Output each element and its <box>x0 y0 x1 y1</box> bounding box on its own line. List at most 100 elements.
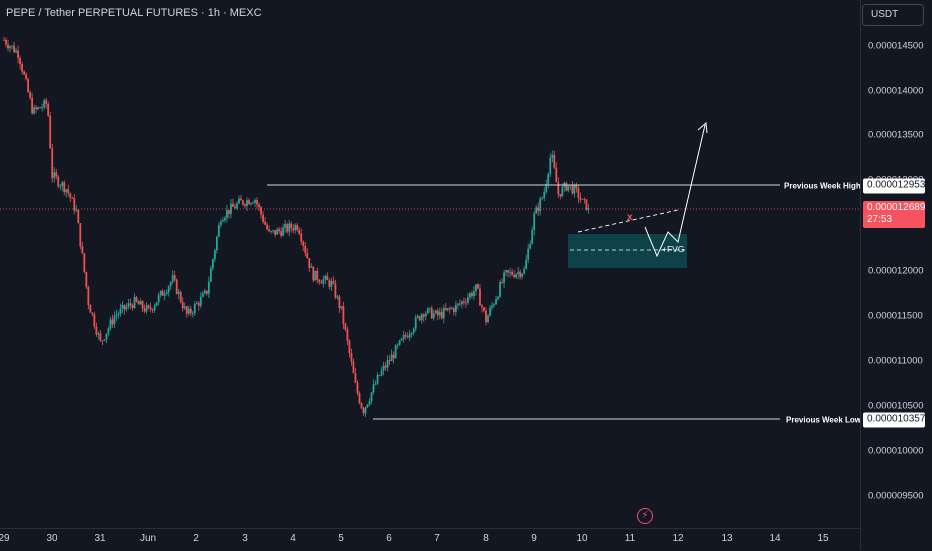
candle-body <box>384 365 387 368</box>
candle-body <box>422 314 425 317</box>
time-tick: 15 <box>817 533 829 544</box>
candle-body <box>358 393 361 404</box>
candle-body <box>368 401 371 405</box>
candle-body <box>127 303 130 307</box>
candle-body <box>495 299 497 305</box>
candle-body <box>286 224 289 232</box>
candle-body <box>226 210 228 218</box>
candle-body <box>396 344 399 346</box>
fvg-box[interactable] <box>568 234 687 268</box>
dashed-trendline[interactable] <box>577 209 679 233</box>
time-tick: 14 <box>769 533 781 544</box>
candle-body <box>360 403 363 409</box>
candle-body <box>392 354 395 359</box>
candle-body <box>452 308 455 312</box>
candle-body <box>539 198 542 212</box>
candle-body <box>354 373 357 383</box>
candle-body <box>334 283 337 298</box>
candle-body <box>406 336 409 338</box>
time-tick: 8 <box>483 533 489 544</box>
candle-body <box>59 186 62 187</box>
candle-body <box>342 306 345 324</box>
candle-body <box>298 229 301 234</box>
candle-body <box>571 184 574 194</box>
candle-body <box>573 185 576 194</box>
candle-body <box>181 301 184 309</box>
candle-body <box>414 317 417 329</box>
candle-body <box>129 303 132 306</box>
candle-body <box>523 268 526 274</box>
candle-body <box>53 172 56 178</box>
candle-body <box>171 275 174 283</box>
previous-week-high-price-label: 0.000012953 <box>863 178 925 194</box>
candle-body <box>205 290 208 294</box>
candle-body <box>55 172 58 177</box>
candle-body <box>242 200 244 205</box>
candle-body <box>135 296 138 302</box>
candle-body <box>581 198 584 200</box>
candle-body <box>23 71 25 75</box>
price-chart[interactable] <box>0 0 862 528</box>
price-tick: 0.000014000 <box>868 85 924 97</box>
candle-body <box>292 228 295 231</box>
candle-body <box>117 313 120 315</box>
candle-body <box>469 293 471 298</box>
x-marker: x <box>627 212 633 223</box>
candle-body <box>557 182 560 194</box>
projection-arrow[interactable] <box>644 124 706 258</box>
candle-body <box>537 207 540 212</box>
previous-week-low-label: Previous Week Low <box>786 415 861 425</box>
candle-body <box>328 280 331 287</box>
time-tick: 7 <box>434 533 440 544</box>
candle-body <box>420 314 423 321</box>
candle-body <box>41 107 44 109</box>
time-axis[interactable] <box>0 528 860 551</box>
flash-icon[interactable]: ⚡ <box>637 508 653 524</box>
price-axis[interactable] <box>860 0 932 550</box>
candle-body <box>448 308 451 310</box>
candle-body <box>17 50 19 58</box>
candle-body <box>294 225 297 231</box>
candle-body <box>336 296 339 298</box>
last-price-value: 0.000012689 <box>867 202 926 213</box>
candle-body <box>316 270 319 281</box>
candle-body <box>147 305 150 308</box>
candle-body <box>374 383 377 385</box>
candle-body <box>308 258 311 268</box>
candle-body <box>250 203 252 205</box>
time-tick: 31 <box>94 533 106 544</box>
candle-body <box>153 305 156 311</box>
candle-body <box>344 323 347 330</box>
candle-body <box>416 316 419 318</box>
candle-body <box>137 301 140 305</box>
candle-body <box>179 292 182 302</box>
currency-button[interactable]: USDT <box>862 4 924 26</box>
symbol-title[interactable]: PEPE / Tether PERPETUAL FUTURES · 1h · M… <box>6 7 262 19</box>
candle-body <box>258 204 260 208</box>
candle-body <box>364 407 367 414</box>
price-tick: 0.000010500 <box>868 400 924 412</box>
candle-body <box>380 370 383 376</box>
candle-body <box>477 284 479 289</box>
candle-body <box>567 184 570 191</box>
candle-body <box>418 316 421 321</box>
candle-body <box>209 268 212 282</box>
candle-body <box>513 274 516 278</box>
candle-body <box>7 44 9 49</box>
candle-body <box>519 271 522 277</box>
candle-body <box>15 50 17 53</box>
candle-body <box>224 217 226 221</box>
candle-body <box>471 293 473 297</box>
candle-body <box>579 197 582 200</box>
chart-area[interactable]: PEPE / Tether PERPETUAL FUTURES · 1h · M… <box>0 0 862 528</box>
price-tick: 0.000009500 <box>868 490 924 502</box>
candle-body <box>559 193 562 197</box>
candle-body <box>270 231 273 232</box>
candle-body <box>438 311 441 316</box>
candle-body <box>173 275 176 280</box>
time-tick: 9 <box>531 533 537 544</box>
candle-body <box>428 307 431 309</box>
candle-body <box>446 308 449 310</box>
candle-body <box>77 209 80 224</box>
candle-body <box>481 305 483 308</box>
